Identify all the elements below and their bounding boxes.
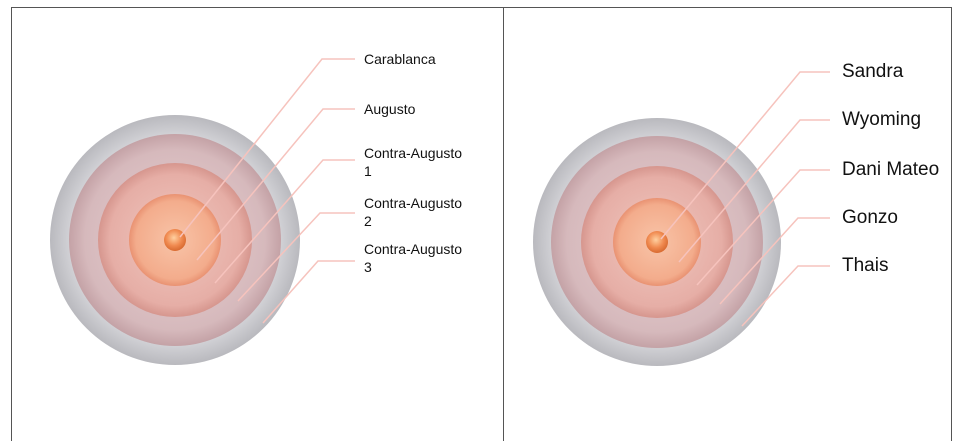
right-label-1: Sandra (842, 61, 904, 82)
left-leader-lines (179, 58, 355, 324)
leader-line-2 (678, 119, 830, 263)
right-label-2: Wyoming (842, 109, 922, 130)
leader-line-3 (214, 159, 355, 284)
right-label-4: Gonzo (842, 207, 898, 228)
right-panel (503, 7, 952, 441)
left-label-2: Augusto (364, 101, 416, 117)
left-label-4: Contra-Augusto 2 (364, 195, 463, 229)
left-label-5: Contra-Augusto 3 (364, 241, 463, 275)
leader-line-3 (696, 169, 830, 286)
leader-line-4 (719, 217, 830, 305)
leader-line-1 (179, 58, 355, 238)
leader-line-5 (262, 260, 355, 324)
leader-line-2 (196, 108, 355, 261)
right-leader-lines (660, 71, 830, 327)
right-label-3: Dani Mateo (842, 159, 940, 180)
right-label-5: Thais (842, 255, 889, 276)
leader-line-4 (237, 212, 355, 302)
left-label-1: Carablanca (364, 51, 436, 67)
ring-core (164, 229, 186, 251)
leader-line-1 (660, 71, 830, 240)
right-target (533, 118, 781, 366)
left-target (50, 115, 300, 365)
left-label-3: Contra-Augusto 1 (364, 145, 463, 179)
leader-line-5 (741, 265, 830, 327)
